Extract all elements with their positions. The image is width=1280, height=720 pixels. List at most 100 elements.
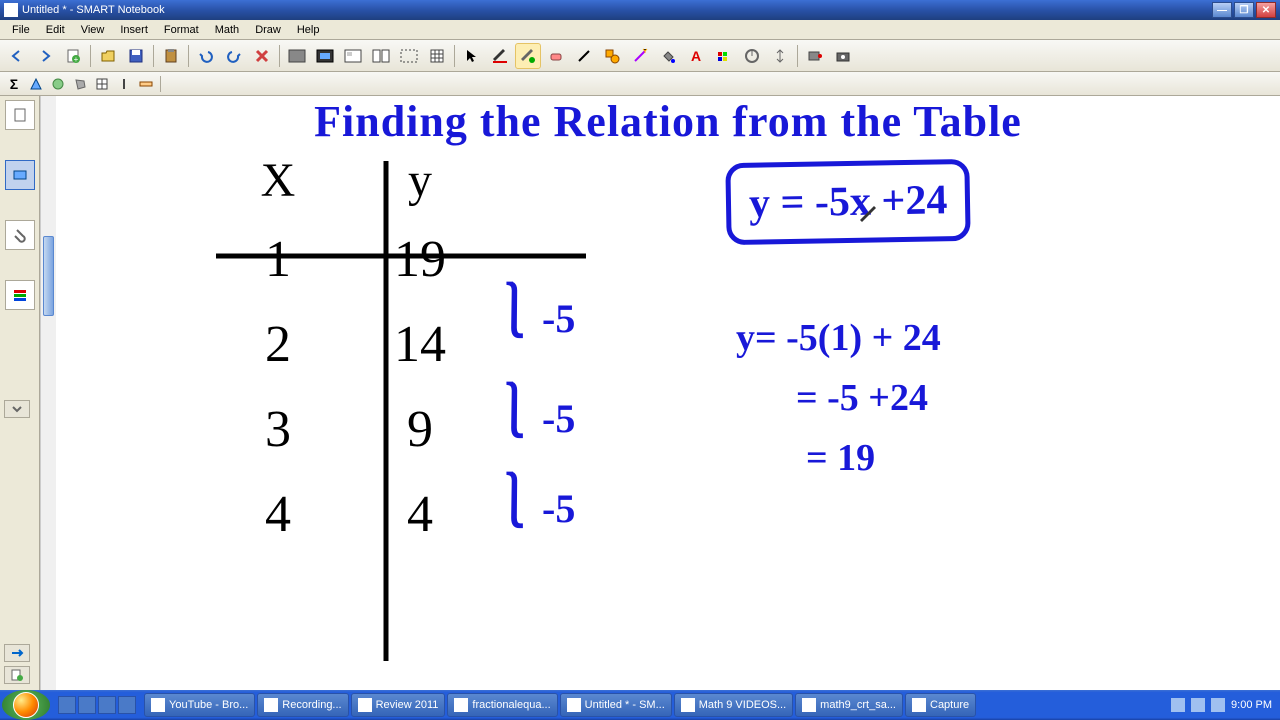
line-tool[interactable]: [571, 43, 597, 69]
doc-icon: [802, 698, 816, 712]
full-screen-button[interactable]: [312, 43, 338, 69]
ql-media-icon[interactable]: [118, 696, 136, 714]
open-button[interactable]: [95, 43, 121, 69]
work-line-1: = -5 +24: [796, 376, 928, 420]
xy-data-table: X y 119 214 39 44: [206, 151, 492, 558]
task-recording[interactable]: Recording...: [257, 693, 348, 717]
tray-volume-icon[interactable]: [1191, 698, 1205, 712]
svg-text:+: +: [74, 55, 79, 64]
ruler-tool[interactable]: [136, 74, 156, 94]
record-button[interactable]: [802, 43, 828, 69]
task-math9[interactable]: Math 9 VIDEOS...: [674, 693, 793, 717]
select-tool[interactable]: [459, 43, 485, 69]
secondary-toolbar: Σ: [0, 72, 1280, 96]
menu-edit[interactable]: Edit: [38, 22, 73, 38]
ql-desktop-icon[interactable]: [98, 696, 116, 714]
paste-button[interactable]: [158, 43, 184, 69]
task-untitled[interactable]: Untitled * - SM...: [560, 693, 672, 717]
save-button[interactable]: [123, 43, 149, 69]
redo-button[interactable]: [221, 43, 247, 69]
measurement-tool[interactable]: [739, 43, 765, 69]
prev-page-button[interactable]: [4, 43, 30, 69]
minimize-button[interactable]: —: [1212, 2, 1232, 18]
irregular-polygon-tool[interactable]: [70, 74, 90, 94]
camera-button[interactable]: [830, 43, 856, 69]
shape-recognition-tool[interactable]: [26, 74, 46, 94]
app-icon: [4, 3, 18, 17]
main-area: Finding the Relation from the Table X y …: [0, 96, 1280, 690]
properties-tool[interactable]: [711, 43, 737, 69]
attachments-tab[interactable]: [5, 220, 35, 250]
transparent-bg-button[interactable]: [340, 43, 366, 69]
menu-help[interactable]: Help: [289, 22, 328, 38]
whiteboard-canvas[interactable]: Finding the Relation from the Table X y …: [56, 96, 1280, 690]
y-val-1: 14: [350, 303, 490, 386]
scroll-thumb[interactable]: [43, 236, 54, 316]
table-tool-2[interactable]: [92, 74, 112, 94]
move-toolbar-button[interactable]: [767, 43, 793, 69]
start-button[interactable]: [2, 690, 50, 720]
menu-bar: File Edit View Insert Format Math Draw H…: [0, 20, 1280, 40]
menu-view[interactable]: View: [73, 22, 113, 38]
y-val-3: 4: [350, 473, 490, 556]
y-val-2: 9: [350, 388, 490, 471]
clock[interactable]: 9:00 PM: [1231, 699, 1272, 711]
tray-misc-icon[interactable]: [1211, 698, 1225, 712]
menu-format[interactable]: Format: [156, 22, 207, 38]
ql-ie-icon[interactable]: [58, 696, 76, 714]
magic-pen-tool[interactable]: [627, 43, 653, 69]
properties-tab[interactable]: [5, 280, 35, 310]
page-sorter-tab[interactable]: [5, 100, 35, 130]
task-capture[interactable]: Capture: [905, 693, 976, 717]
diff-brace-1: ⎱-5: [486, 386, 575, 442]
sum-tool[interactable]: Σ: [4, 74, 24, 94]
x-val-1: 2: [208, 303, 348, 386]
dual-page-button[interactable]: [368, 43, 394, 69]
menu-math[interactable]: Math: [207, 22, 247, 38]
system-tray: 9:00 PM: [1163, 698, 1280, 712]
tray-network-icon[interactable]: [1171, 698, 1185, 712]
window-title: Untitled * - SMART Notebook: [22, 4, 1212, 16]
new-page-bottom-button[interactable]: [4, 666, 30, 684]
menu-draw[interactable]: Draw: [247, 22, 289, 38]
pen-tool[interactable]: [487, 43, 513, 69]
shapes-tool[interactable]: [599, 43, 625, 69]
windows-taskbar: YouTube - Bro... Recording... Review 201…: [0, 690, 1280, 720]
capture-button[interactable]: [396, 43, 422, 69]
close-button[interactable]: ✕: [1256, 2, 1276, 18]
undo-button[interactable]: [193, 43, 219, 69]
recorder-icon: [264, 698, 278, 712]
x-val-0: 1: [208, 218, 348, 301]
x-header: X: [208, 153, 348, 216]
task-fractional[interactable]: fractionalequa...: [447, 693, 557, 717]
pen-cursor-icon: [860, 204, 880, 227]
equation-tool[interactable]: [114, 74, 134, 94]
text-tool[interactable]: A: [683, 43, 709, 69]
y-header: y: [350, 153, 490, 216]
page-thumbnails-scrollbar[interactable]: [40, 96, 56, 690]
task-youtube[interactable]: YouTube - Bro...: [144, 693, 255, 717]
side-panel: [0, 96, 40, 690]
menu-file[interactable]: File: [4, 22, 38, 38]
screen-shade-button[interactable]: [284, 43, 310, 69]
fill-tool[interactable]: [655, 43, 681, 69]
collapse-panel-button[interactable]: [4, 400, 30, 418]
ql-explorer-icon[interactable]: [78, 696, 96, 714]
graph-tool[interactable]: [48, 74, 68, 94]
gallery-tab[interactable]: [5, 160, 35, 190]
diff-brace-2: ⎱-5: [486, 476, 575, 532]
eraser-tool[interactable]: [543, 43, 569, 69]
table-button[interactable]: [424, 43, 450, 69]
notebook-icon: [567, 698, 581, 712]
lesson-title: Finding the Relation from the Table: [56, 96, 1280, 147]
bottom-edge-tools: [4, 644, 30, 684]
creative-pen-tool[interactable]: [515, 43, 541, 69]
menu-insert[interactable]: Insert: [112, 22, 156, 38]
maximize-button[interactable]: ❐: [1234, 2, 1254, 18]
delete-button[interactable]: [249, 43, 275, 69]
auto-hide-button[interactable]: [4, 644, 30, 662]
next-page-button[interactable]: [32, 43, 58, 69]
task-crt[interactable]: math9_crt_sa...: [795, 693, 903, 717]
task-review[interactable]: Review 2011: [351, 693, 446, 717]
add-page-button[interactable]: +: [60, 43, 86, 69]
